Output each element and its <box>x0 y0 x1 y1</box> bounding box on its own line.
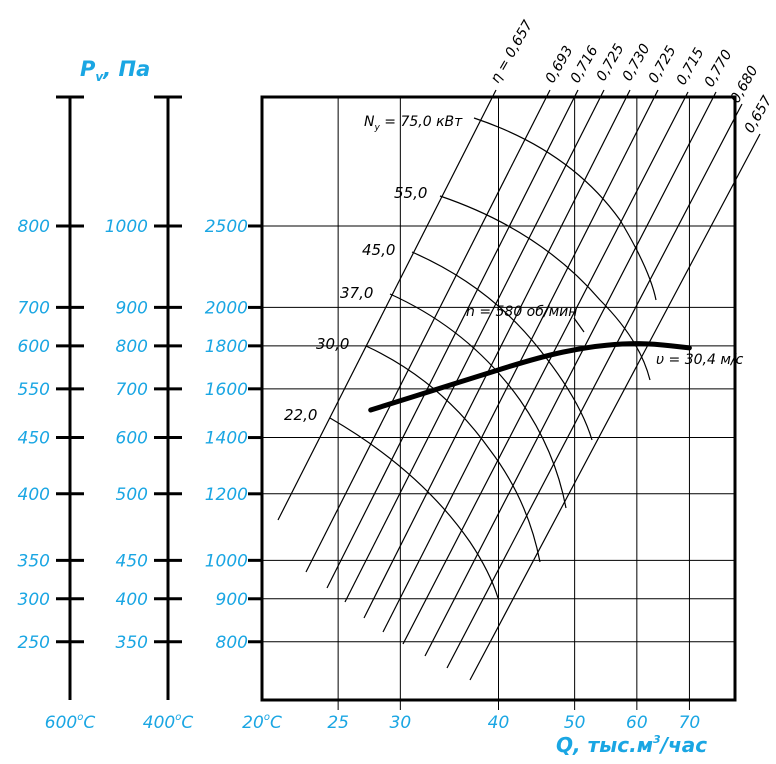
efficiency-line <box>402 91 689 645</box>
x-axis-title: Q, тыс.м3/час <box>556 733 707 757</box>
tick-label-400c: 600 <box>116 429 148 449</box>
power-curve <box>329 417 499 599</box>
efficiency-line <box>446 103 743 669</box>
x-tick-label: 50 <box>564 713 586 733</box>
efficiency-line <box>344 89 605 603</box>
grid-lines <box>262 97 735 710</box>
tick-label-600c: 700 <box>18 298 50 318</box>
tick-label-600c: 300 <box>18 590 50 610</box>
temperature-labels: 600oC 400oC 20oC <box>45 712 282 733</box>
power-label: 55,0 <box>394 184 427 202</box>
tick-label-600c: 800 <box>18 217 50 237</box>
x-axis-ticks: 25 30 40 50 60 70 <box>327 713 700 733</box>
efficiency-line <box>305 89 551 573</box>
power-curves <box>329 117 657 599</box>
tick-label-20c: 800 <box>216 633 248 653</box>
power-curve <box>389 293 567 509</box>
y-axis-title: Pv, Па <box>80 57 150 84</box>
power-curve <box>411 251 593 441</box>
power-curve <box>365 345 541 563</box>
power-label: 30,0 <box>316 335 349 353</box>
efficiency-line <box>326 89 579 589</box>
tick-label-20c: 2500 <box>205 217 248 237</box>
power-label: 45,0 <box>362 241 395 259</box>
tick-label-400c: 500 <box>116 485 148 505</box>
tick-label-600c: 550 <box>18 380 50 400</box>
x-tick-label: 60 <box>626 713 648 733</box>
tick-label-600c: 250 <box>18 633 50 653</box>
efficiency-label: 0,657 <box>742 93 776 136</box>
efficiency-line <box>469 133 761 681</box>
fan-curve-label: n = 580 об/мин <box>466 304 577 320</box>
tick-label-20c: 1800 <box>205 337 248 357</box>
tick-label-400c: 450 <box>116 551 148 571</box>
x-tick-label: 70 <box>679 713 701 733</box>
power-curve <box>439 195 651 381</box>
power-label: 37,0 <box>340 284 373 302</box>
temperature-label: 20oC <box>242 712 282 733</box>
power-labels: 22,0 30,0 37,0 45,0 55,0 <box>284 184 427 424</box>
fan-curve-line <box>368 341 692 413</box>
velocity-label: υ = 30,4 м/с <box>656 352 744 368</box>
tick-label-600c: 450 <box>18 429 50 449</box>
pressure-scale-ticks: 250 350 800 300 400 900 350 450 1000 400 500 1200 45… <box>18 217 262 653</box>
efficiency-line <box>363 89 631 619</box>
tick-label-600c: 400 <box>18 485 50 505</box>
power-top-label: Nу = 75,0 кВт <box>364 114 463 133</box>
tick-label-20c: 1000 <box>205 551 248 571</box>
tick-label-400c: 400 <box>116 590 148 610</box>
x-tick-label: 25 <box>327 713 349 733</box>
tick-label-400c: 700 <box>116 380 148 400</box>
tick-label-400c: 800 <box>116 337 148 357</box>
tick-label-20c: 1600 <box>205 380 248 400</box>
tick-label-20c: 1200 <box>205 485 248 505</box>
efficiency-line <box>277 89 497 521</box>
efficiency-lines <box>277 89 761 681</box>
fan-curve-label-leader <box>573 317 585 333</box>
x-tick-label: 40 <box>488 713 510 733</box>
tick-label-600c: 350 <box>18 551 50 571</box>
tick-label-600c: 600 <box>18 337 50 357</box>
temperature-label: 600oC <box>45 712 96 733</box>
tick-label-400c: 900 <box>116 298 148 318</box>
x-tick-label: 30 <box>390 713 412 733</box>
temperature-label: 400oC <box>143 712 194 733</box>
tick-label-20c: 1400 <box>205 429 248 449</box>
tick-label-400c: 350 <box>116 633 148 653</box>
efficiency-label: 0,680 <box>728 63 762 106</box>
power-label: 22,0 <box>284 406 317 424</box>
efficiency-line <box>424 91 717 657</box>
tick-label-400c: 1000 <box>105 217 148 237</box>
efficiency-labels: η = 0,657 0,6930,7160,7250,7300,7250,7150… <box>488 18 776 136</box>
power-curve <box>473 117 657 301</box>
tick-label-20c: 900 <box>216 590 248 610</box>
tick-label-20c: 2000 <box>205 298 248 318</box>
efficiency-label: η = 0,657 <box>488 18 537 86</box>
